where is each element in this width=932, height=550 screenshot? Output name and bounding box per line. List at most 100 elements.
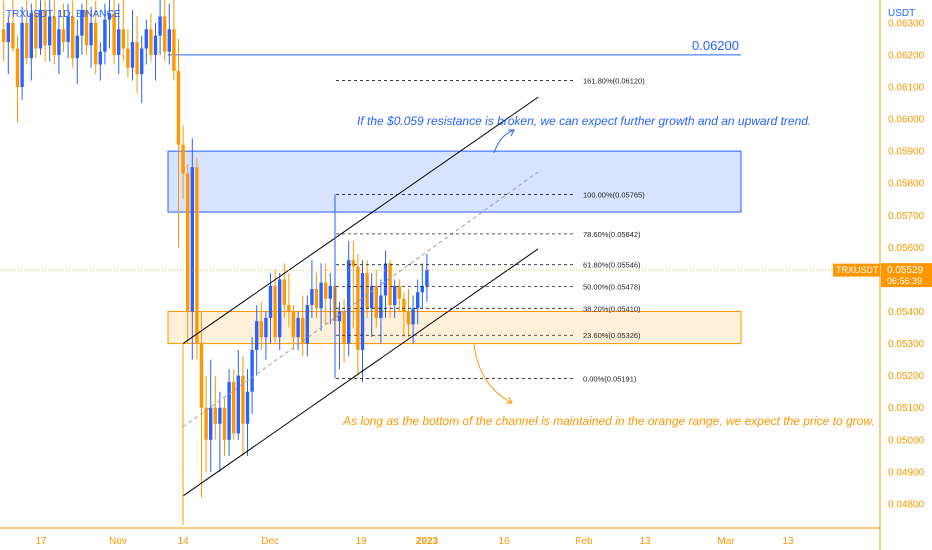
time-tick-label: Feb — [575, 536, 593, 547]
price-tick-label: 0.05200 — [888, 371, 925, 382]
candle-body — [38, 10, 43, 49]
candle — [11, 0, 15, 52]
candle — [301, 295, 305, 357]
candle-body — [241, 375, 245, 424]
candle-body — [278, 279, 282, 338]
note-top[interactable]: If the $0.059 resistance is broken, we c… — [357, 114, 811, 128]
candle — [319, 263, 323, 331]
arrow-up-head — [508, 129, 515, 137]
fib-label: 61.80%(0.05546) — [583, 261, 641, 270]
candle — [153, 22, 158, 81]
candle — [213, 375, 217, 440]
candle-body — [52, 16, 56, 55]
time-tick-label: Dec — [261, 536, 279, 547]
fib-label: 0.00%(0.05191) — [583, 375, 637, 384]
price-tick-label: 0.05300 — [888, 339, 925, 350]
time-tick-label: 13 — [639, 536, 651, 547]
candle — [416, 279, 420, 325]
candle-body — [416, 292, 420, 309]
candle-body — [20, 22, 24, 87]
channel-mid-line — [182, 171, 539, 428]
candle-body — [360, 273, 365, 350]
candle — [2, 0, 6, 62]
arrow-down-curve — [473, 342, 513, 404]
candle-body — [324, 282, 328, 299]
candle-body — [89, 22, 93, 46]
price-tick-label: 0.06100 — [888, 82, 925, 93]
candle-body — [397, 285, 401, 299]
candle-body — [153, 35, 158, 55]
candle — [209, 359, 213, 472]
candle — [25, 0, 29, 65]
arrow-down-head — [506, 396, 513, 404]
candle — [135, 16, 139, 94]
candle-body — [199, 343, 204, 408]
resistance-label[interactable]: 0.06200 — [692, 38, 739, 53]
candle-body — [250, 350, 254, 392]
candle — [296, 311, 300, 350]
candle-body — [370, 285, 374, 309]
candle-body — [282, 279, 286, 306]
candle-body — [25, 22, 29, 59]
candle — [264, 311, 268, 360]
candle-body — [351, 260, 355, 267]
candle-body — [84, 10, 89, 46]
candle — [144, 19, 148, 65]
candle — [337, 301, 342, 370]
candle — [259, 301, 263, 350]
candle — [43, 0, 47, 62]
candle-body — [167, 29, 171, 52]
candle-body — [130, 42, 135, 68]
candle — [121, 0, 125, 62]
note-bottom[interactable]: As long as the bottom of the channel is … — [342, 414, 875, 428]
candle-body — [411, 308, 415, 325]
candle-body — [43, 10, 47, 46]
candle — [232, 369, 236, 440]
fib-label: 50.00%(0.05478) — [583, 282, 641, 291]
candle-body — [80, 10, 84, 36]
time-tick-label: 16 — [498, 536, 510, 547]
candle-body — [232, 382, 236, 434]
candle-body — [71, 16, 75, 59]
candle-body — [195, 167, 199, 344]
candle — [89, 6, 93, 68]
candle — [347, 240, 351, 357]
candle — [71, 0, 75, 68]
candle-body — [296, 317, 300, 338]
candle-body — [388, 263, 392, 306]
candle — [379, 279, 383, 344]
candle-body — [259, 321, 263, 338]
time-tick-label: Mar — [717, 536, 735, 547]
candle-body — [94, 22, 98, 65]
candle — [34, 0, 38, 59]
candle — [342, 298, 346, 363]
candle-body — [383, 263, 388, 296]
candle-body — [287, 305, 291, 312]
candle-body — [48, 16, 52, 46]
candle-body — [11, 22, 15, 49]
candle-body — [112, 13, 116, 55]
candle-body — [264, 317, 268, 338]
resistance-zone — [167, 150, 742, 213]
candle — [370, 273, 374, 338]
arrow-up-curve — [493, 129, 515, 154]
candle — [388, 260, 392, 318]
candle — [186, 163, 190, 344]
candle — [360, 260, 365, 383]
candle — [222, 398, 227, 456]
candle — [61, 3, 66, 52]
price-tick-label: 0.06300 — [888, 18, 925, 29]
time-axis[interactable]: 17 Nov 14 Dec 19 2023 16 Feb 13 Mar 13 — [35, 536, 794, 547]
symbol-title[interactable]: TRXUSDT, 1D, BINANCE — [6, 9, 121, 20]
price-tag: 0.05529 06:56:39 — [881, 263, 932, 288]
candle — [167, 3, 171, 65]
candle-body — [158, 16, 162, 36]
symbol-tag-label: TRXUSDT — [836, 265, 879, 275]
candle-body — [310, 289, 314, 306]
price-tick-label: 0.05000 — [888, 435, 925, 446]
candle — [250, 337, 254, 415]
channel-lower-line — [182, 248, 539, 497]
candle-body — [213, 407, 217, 424]
candle-body — [420, 285, 424, 293]
